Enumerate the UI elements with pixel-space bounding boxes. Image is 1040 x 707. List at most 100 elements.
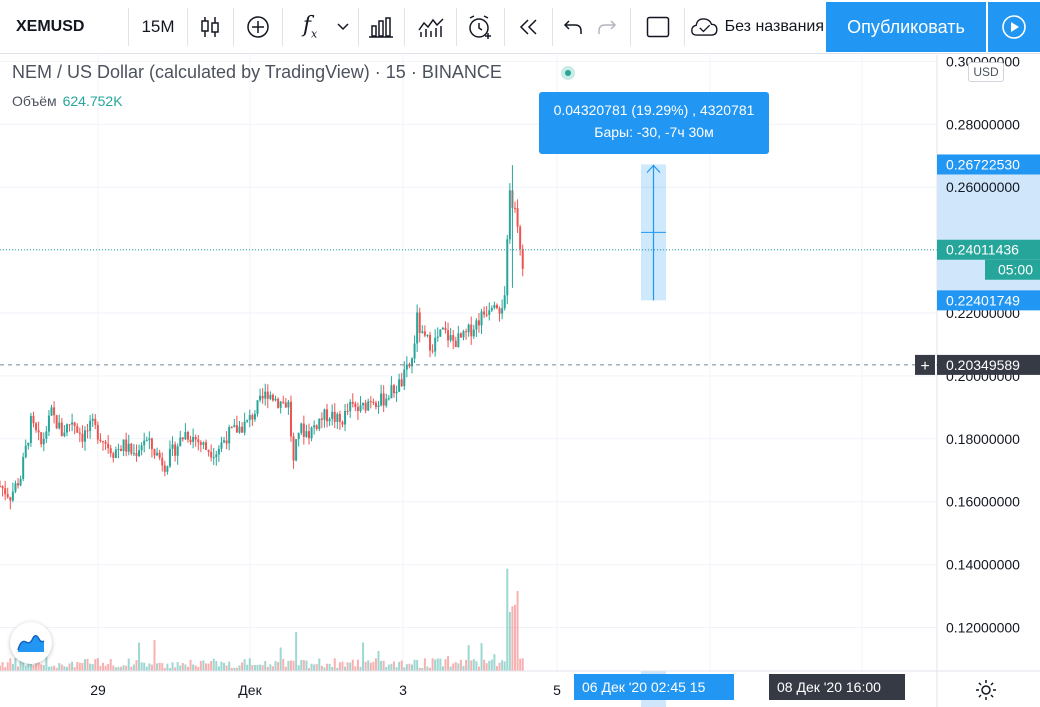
candle-body bbox=[251, 415, 254, 420]
volume-bar bbox=[114, 667, 117, 671]
fullscreen-icon bbox=[646, 16, 670, 38]
settings-gear-icon[interactable] bbox=[975, 679, 997, 701]
volume-bar bbox=[99, 665, 102, 671]
volume-bar bbox=[421, 667, 424, 671]
candle-body bbox=[148, 438, 151, 441]
volume-bar bbox=[315, 664, 318, 671]
price-tick-label: 0.28000000 bbox=[946, 116, 1020, 132]
candle-body bbox=[53, 407, 56, 416]
volume-bar bbox=[9, 658, 12, 671]
candle-body bbox=[11, 491, 14, 501]
candle-body bbox=[161, 457, 164, 466]
candle-body bbox=[42, 438, 45, 445]
last-price-label: 0.24011436 bbox=[946, 242, 1019, 258]
candle-body bbox=[351, 402, 354, 404]
volume-bar bbox=[215, 661, 218, 671]
volume-bar bbox=[14, 658, 17, 671]
volume-bar bbox=[390, 663, 393, 671]
candle-body bbox=[336, 413, 339, 422]
range-bottom-label-bg bbox=[937, 290, 1040, 311]
volume-bar bbox=[452, 663, 455, 671]
volume-bar bbox=[199, 661, 202, 671]
volume-bar bbox=[465, 659, 468, 671]
candle-body bbox=[495, 304, 498, 309]
candle-body bbox=[362, 402, 365, 406]
volume-bar bbox=[228, 661, 231, 671]
candle-body bbox=[235, 425, 238, 433]
candle-body bbox=[192, 436, 195, 442]
volume-bar bbox=[17, 666, 20, 671]
candle-body bbox=[1, 486, 4, 489]
tradingview-logo[interactable] bbox=[10, 622, 52, 664]
toolbar-divider bbox=[128, 8, 129, 46]
candle-body bbox=[416, 312, 419, 344]
indicators-button[interactable]: fx bbox=[290, 0, 330, 54]
symbol-label: XEMUSD bbox=[16, 18, 85, 35]
price-tick-label: 0.16000000 bbox=[946, 494, 1020, 510]
candle-body bbox=[202, 442, 205, 445]
volume-bar bbox=[19, 658, 22, 671]
replay-button[interactable] bbox=[508, 0, 548, 54]
candle-body bbox=[215, 454, 218, 458]
chart-type-button[interactable] bbox=[190, 0, 230, 54]
candle-body bbox=[387, 398, 390, 400]
interval-button[interactable]: 15M bbox=[130, 0, 186, 54]
price-tick-label: 0.12000000 bbox=[946, 620, 1020, 636]
candle-body bbox=[282, 401, 285, 403]
currency-badge[interactable]: USD bbox=[968, 62, 1004, 82]
bars-template-icon bbox=[369, 17, 393, 38]
volume-bar bbox=[235, 667, 238, 671]
save-layout-button[interactable]: Без названия bbox=[688, 0, 824, 54]
candle-body bbox=[400, 379, 403, 386]
volume-bar bbox=[349, 662, 352, 671]
candle-body bbox=[156, 452, 159, 456]
add-indicator-button[interactable] bbox=[237, 0, 279, 54]
candle-body bbox=[140, 445, 143, 451]
volume-bar bbox=[411, 664, 413, 671]
volume-bar bbox=[323, 667, 326, 671]
play-button[interactable] bbox=[988, 2, 1040, 52]
indicators-dropdown[interactable] bbox=[330, 0, 356, 54]
alert-button[interactable] bbox=[460, 0, 500, 54]
tradingview-logo-icon bbox=[17, 635, 45, 652]
fullscreen-button[interactable] bbox=[638, 0, 678, 54]
volume-bar bbox=[310, 663, 313, 671]
volume-bar bbox=[24, 665, 27, 671]
volume-bar bbox=[184, 664, 187, 671]
candle-body bbox=[439, 329, 442, 337]
volume-bar bbox=[369, 662, 372, 671]
volume-bar bbox=[459, 659, 462, 671]
candle-body bbox=[174, 444, 177, 456]
volume-bar bbox=[37, 660, 40, 671]
publish-button[interactable]: Опубликовать bbox=[826, 2, 986, 52]
volume-bar bbox=[60, 664, 63, 671]
candle-body bbox=[269, 394, 272, 399]
undo-button[interactable] bbox=[558, 0, 588, 54]
templates-button[interactable] bbox=[362, 0, 400, 54]
volume-bar bbox=[253, 664, 256, 671]
candle-body bbox=[356, 406, 359, 412]
volume-bar bbox=[42, 665, 45, 671]
candle-body bbox=[145, 440, 148, 442]
volume-bar bbox=[385, 666, 388, 671]
toolbar-divider bbox=[684, 8, 685, 46]
countdown-bg bbox=[985, 259, 1040, 280]
volume-bar bbox=[140, 662, 143, 671]
symbol-search-button[interactable]: XEMUSD bbox=[0, 0, 128, 54]
add-alert-plus-bg bbox=[915, 354, 935, 375]
candle-body bbox=[32, 415, 35, 424]
candle-body bbox=[166, 466, 169, 472]
candle-body bbox=[168, 448, 171, 467]
redo-button[interactable] bbox=[592, 0, 622, 54]
candle-body bbox=[194, 436, 197, 440]
measure-tool[interactable] bbox=[641, 164, 666, 301]
volume-bar bbox=[68, 663, 71, 671]
compare-button[interactable] bbox=[410, 0, 452, 54]
measure-tooltip: 0.04320781 (19.29%) , 4320781 Бары: -30,… bbox=[539, 92, 769, 154]
candle-body bbox=[261, 395, 264, 399]
candle-body bbox=[179, 437, 182, 447]
candle-body bbox=[24, 445, 27, 458]
candle-body bbox=[514, 207, 516, 209]
candle-body bbox=[233, 425, 236, 428]
